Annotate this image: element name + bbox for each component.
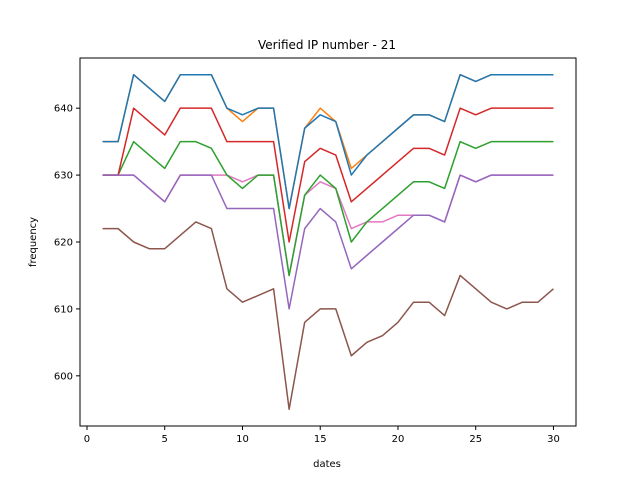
x-tick-label: 20 (392, 434, 405, 445)
y-axis-label: frequency (28, 217, 39, 267)
x-tick-label: 5 (162, 434, 168, 445)
y-tick-label: 610 (54, 304, 73, 315)
series-line-1 (102, 73, 554, 210)
series-line-2 (102, 73, 554, 210)
plot-frame (79, 57, 577, 427)
series-line-7 (102, 221, 554, 411)
y-axis-ticks: 600 610 620 630 640 (54, 104, 80, 382)
x-tick-label: 30 (547, 434, 560, 445)
series-line-5 (102, 107, 554, 243)
chart-title: Verified IP number - 21 (258, 38, 396, 52)
x-tick-label: 25 (469, 434, 482, 445)
y-tick-label: 600 (54, 371, 73, 382)
series-line-4 (102, 140, 554, 277)
x-axis-ticks: 0 5 10 15 20 25 30 (84, 426, 560, 445)
x-tick-label: 15 (314, 434, 327, 445)
x-tick-label: 10 (236, 434, 249, 445)
y-tick-label: 630 (54, 171, 73, 182)
y-tick-label: 640 (54, 104, 73, 115)
x-tick-label: 0 (84, 434, 90, 445)
series-line-6 (102, 174, 554, 310)
y-tick-label: 620 (54, 238, 73, 249)
series-line-3 (102, 174, 554, 277)
x-axis-label: dates (313, 459, 341, 470)
series-layer (102, 73, 554, 411)
